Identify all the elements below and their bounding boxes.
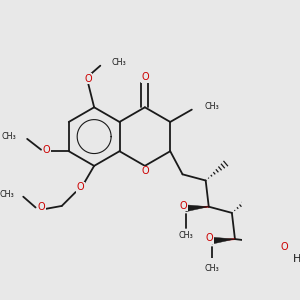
Text: O: O	[280, 242, 288, 252]
Text: O: O	[84, 74, 92, 84]
Text: H: H	[292, 254, 300, 264]
Text: O: O	[76, 182, 84, 192]
Text: CH₃: CH₃	[0, 190, 14, 199]
Polygon shape	[212, 237, 235, 244]
Text: O: O	[142, 166, 149, 176]
Text: CH₃: CH₃	[178, 232, 193, 241]
Text: CH₃: CH₃	[205, 264, 219, 273]
Text: CH₃: CH₃	[204, 102, 219, 111]
Text: O: O	[43, 145, 50, 155]
Text: O: O	[179, 201, 187, 211]
Text: O: O	[38, 202, 46, 212]
Text: O: O	[206, 233, 213, 243]
Text: CH₃: CH₃	[2, 132, 16, 141]
Polygon shape	[185, 205, 209, 212]
Text: CH₃: CH₃	[111, 58, 126, 67]
Text: O: O	[142, 72, 149, 82]
